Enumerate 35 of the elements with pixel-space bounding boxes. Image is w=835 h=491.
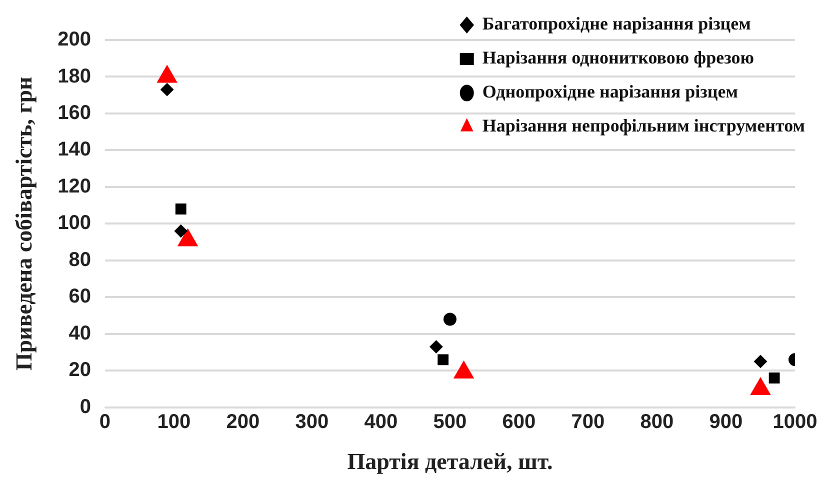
x-tick-label: 700	[571, 410, 605, 433]
y-tick-label: 200	[58, 28, 91, 51]
point	[754, 354, 767, 368]
x-tick-label: 900	[709, 410, 743, 433]
legend-label: Нарізання однонитковою фрезою	[482, 48, 754, 68]
y-tick-label: 80	[68, 248, 91, 271]
point	[430, 340, 443, 354]
x-tick-label: 500	[433, 410, 467, 433]
point	[175, 204, 186, 214]
legend-label: Багатопрохідне нарізання різцем	[482, 14, 751, 34]
point	[438, 354, 449, 366]
x-tick-label: 600	[502, 410, 536, 433]
x-tick-label: 300	[295, 410, 329, 433]
y-tick-label: 160	[58, 102, 91, 124]
point	[160, 83, 174, 96]
x-tick-label: 100	[157, 410, 191, 433]
x-tick-label: 1000	[772, 410, 818, 433]
y-tick-label: 120	[58, 175, 91, 198]
x-axis-title: Партія деталей, шт.	[347, 449, 553, 474]
y-tick-label: 140	[58, 138, 91, 161]
legend-label: Нарізання непрофільним інструментом	[482, 116, 806, 136]
x-tick-label: 400	[364, 410, 398, 433]
y-axis-title: Приведена собівартість, грн	[12, 76, 37, 371]
x-tick-label: 0	[99, 410, 111, 433]
y-tick-label: 180	[58, 65, 91, 88]
y-tick-label: 20	[68, 359, 91, 382]
point	[174, 224, 188, 238]
y-tick-label: 100	[58, 212, 91, 234]
legend-label: Однопрохідне нарізання різцем	[482, 82, 738, 102]
x-tick-label: 200	[226, 410, 260, 433]
x-tick-label: 800	[640, 410, 674, 433]
point	[768, 372, 780, 384]
y-tick-label: 0	[80, 396, 91, 418]
y-tick-label: 40	[68, 322, 91, 344]
y-tick-label: 60	[68, 286, 91, 308]
